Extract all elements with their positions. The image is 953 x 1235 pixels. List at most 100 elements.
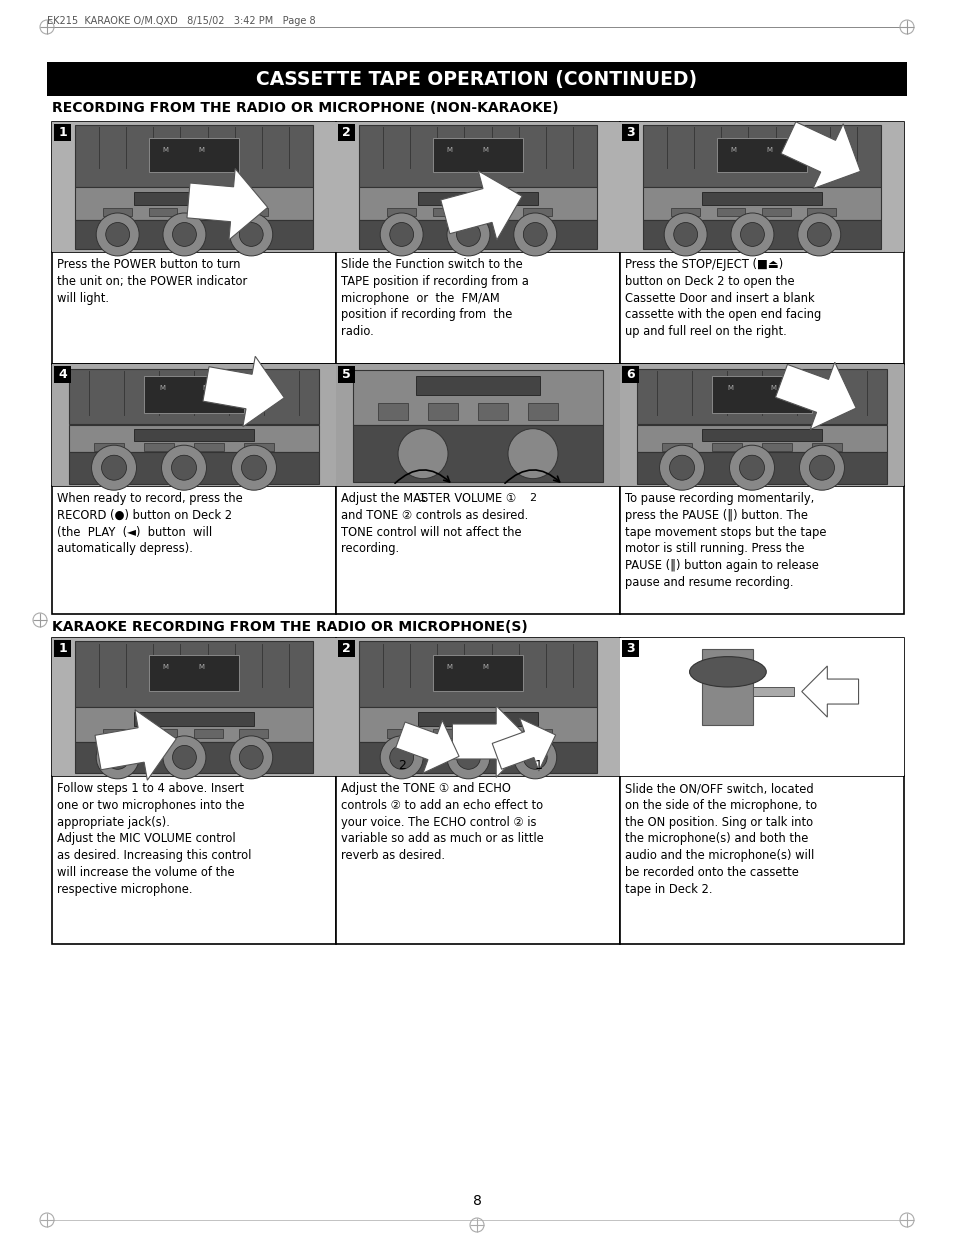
Bar [418,191,537,205]
Bar [428,403,457,420]
Circle shape [230,212,273,256]
Text: To pause recording momentarily,
press the PAUSE (‖) button. The
tape movement st: To pause recording momentarily, press th… [624,492,825,589]
Bar [74,641,313,706]
Bar [619,364,903,487]
Circle shape [397,429,448,479]
Bar [619,487,903,614]
Bar [433,655,523,692]
Bar [477,209,506,216]
Circle shape [241,456,266,480]
Circle shape [239,222,263,246]
Circle shape [523,746,547,769]
Circle shape [659,445,703,490]
Circle shape [523,222,547,246]
Circle shape [96,736,139,779]
Text: M: M [726,385,732,390]
Text: 5: 5 [342,368,351,382]
Bar [74,706,313,741]
Circle shape [91,445,136,490]
Bar [52,776,335,944]
Circle shape [172,746,196,769]
Text: Slide the ON/OFF switch, located
on the side of the microphone, to
the ON positi: Slide the ON/OFF switch, located on the … [624,782,817,895]
Bar [621,124,639,141]
Bar [74,741,313,773]
Circle shape [740,222,763,246]
Bar [52,122,335,252]
Bar [149,209,177,216]
Circle shape [101,456,127,480]
Bar [358,220,597,249]
Text: M: M [198,147,204,153]
Bar [661,443,691,451]
Bar [239,730,268,739]
Bar [54,366,71,383]
Text: 1: 1 [535,760,542,772]
Bar [701,650,753,725]
Text: M: M [482,664,488,671]
Bar [387,730,416,739]
Circle shape [106,746,130,769]
Text: M: M [198,664,204,671]
Bar [523,209,552,216]
Bar [133,429,253,441]
Bar [416,375,540,395]
Circle shape [663,212,706,256]
Bar [52,122,335,252]
Text: KARAOKE RECORDING FROM THE RADIO OR MICROPHONE(S): KARAOKE RECORDING FROM THE RADIO OR MICR… [52,620,527,634]
Bar [335,364,619,487]
Bar [52,252,335,364]
Bar [52,364,335,487]
Bar [103,209,132,216]
Text: Adjust the TONE ① and ECHO
controls ② to add an echo effect to
your voice. The E: Adjust the TONE ① and ECHO controls ② to… [340,782,543,862]
Circle shape [809,456,834,480]
Bar [619,252,903,364]
Bar [619,364,903,487]
Bar [761,443,791,451]
Circle shape [390,746,414,769]
Bar [244,443,274,451]
Bar [353,370,602,425]
Circle shape [380,736,423,779]
Bar [637,369,886,424]
Text: RECORDING FROM THE RADIO OR MICROPHONE (NON-KARAOKE): RECORDING FROM THE RADIO OR MICROPHONE (… [52,101,558,115]
Bar [477,730,506,739]
Bar [193,730,222,739]
Text: M: M [159,385,165,390]
Circle shape [514,736,557,779]
Circle shape [730,212,773,256]
Bar [619,122,903,252]
Bar [144,377,244,412]
Bar [806,209,835,216]
Bar [637,452,886,484]
Bar [47,62,906,96]
Text: 2: 2 [528,493,536,503]
Bar [637,425,886,452]
Circle shape [673,222,697,246]
Polygon shape [801,666,858,718]
Polygon shape [492,718,555,771]
Bar [433,137,523,172]
Text: 3: 3 [625,126,634,140]
Text: CASSETTE TAPE OPERATION (CONTINUED): CASSETTE TAPE OPERATION (CONTINUED) [256,70,697,89]
Bar [433,209,461,216]
Bar [433,730,461,739]
Bar [753,687,794,697]
Bar [418,713,537,726]
Text: 8: 8 [472,1194,481,1208]
Bar [335,122,619,252]
Circle shape [456,746,480,769]
Circle shape [172,222,196,246]
Bar [358,125,597,186]
Circle shape [161,445,206,490]
Polygon shape [203,356,284,427]
Bar [619,122,903,252]
Circle shape [230,736,273,779]
Text: M: M [446,664,452,671]
Text: 6: 6 [625,368,634,382]
Circle shape [507,429,558,479]
Bar [621,366,639,383]
Circle shape [239,746,263,769]
Bar [358,641,597,706]
Circle shape [797,212,840,256]
Bar [619,638,903,776]
